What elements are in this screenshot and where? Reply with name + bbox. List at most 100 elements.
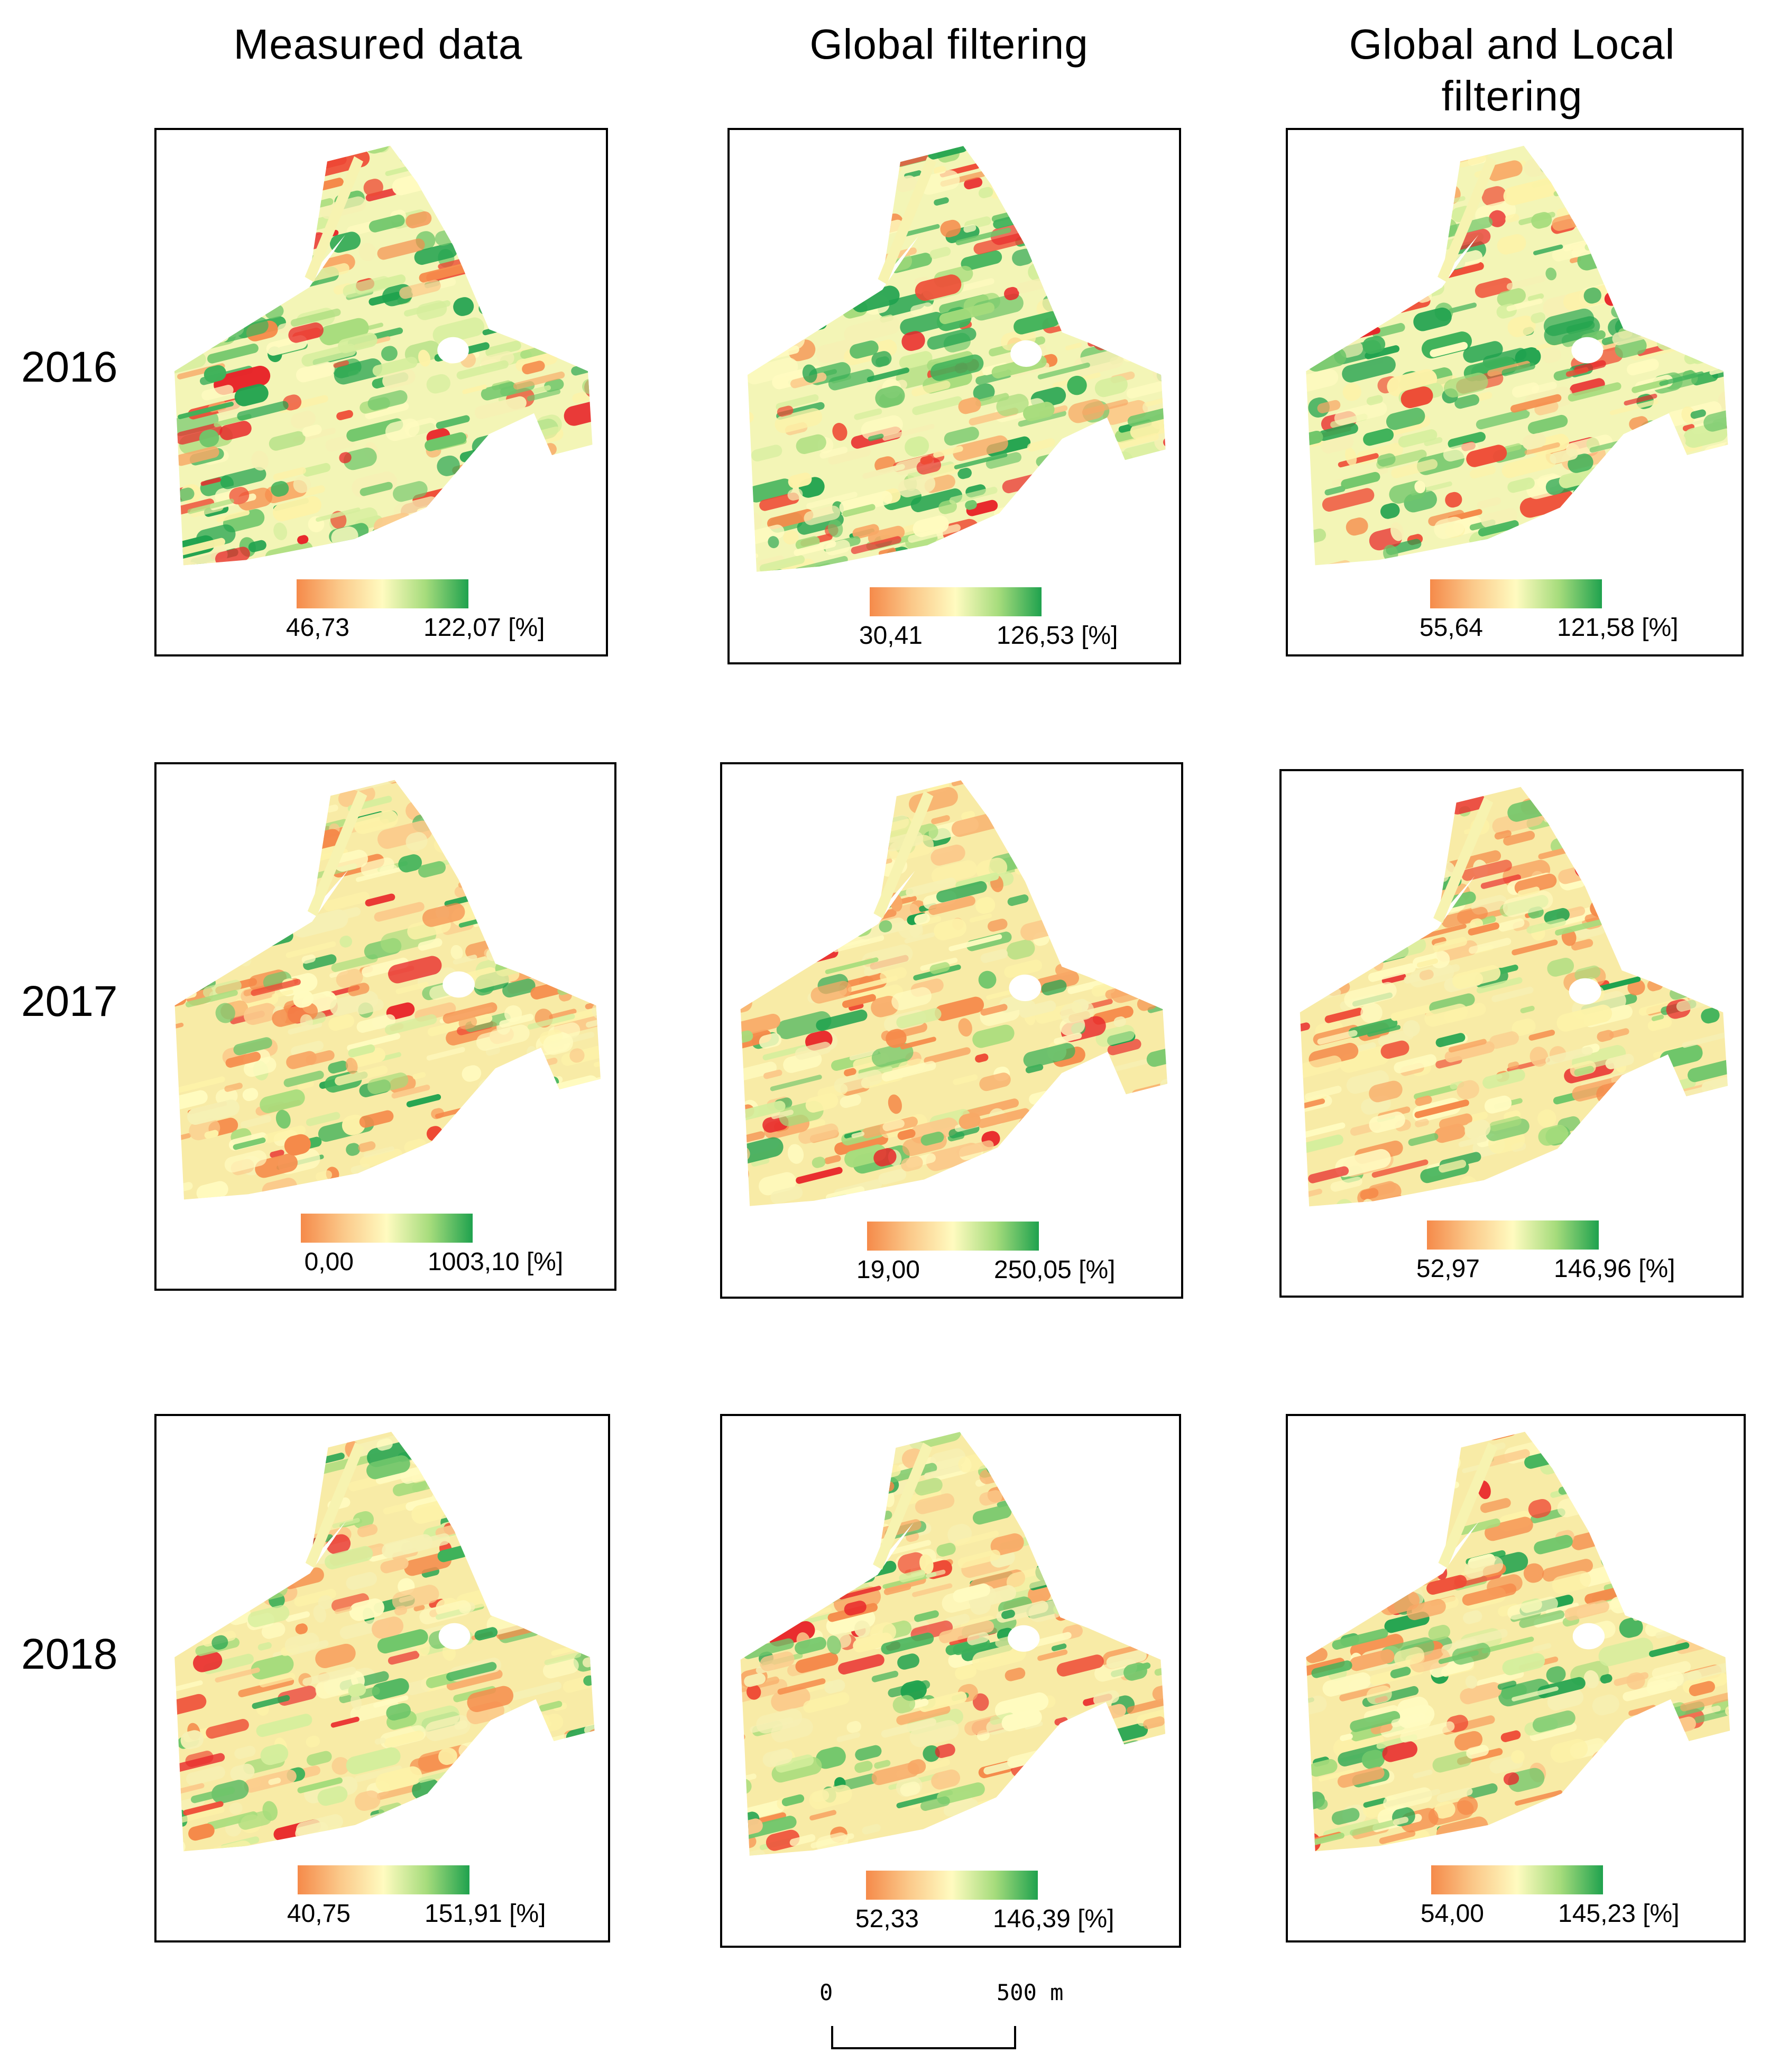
raster-cell: [174, 207, 206, 227]
raster-cell: [1155, 500, 1166, 523]
raster-cell: [561, 1124, 579, 1136]
raster-cell: [594, 821, 601, 839]
field-map: [1306, 145, 1728, 652]
raster-cell: [458, 875, 494, 888]
raster-cell: [1056, 1872, 1107, 1902]
raster-cell: [1147, 1218, 1171, 1232]
raster-cell: [346, 1143, 361, 1156]
raster-cell: [175, 885, 232, 904]
raster-cell: [1124, 1263, 1139, 1285]
raster-cell: [533, 1862, 584, 1889]
raster-cell: [936, 881, 987, 903]
raster-cell: [947, 1289, 961, 1297]
raster-cell: [1022, 1507, 1061, 1526]
raster-cell: [1012, 1808, 1030, 1817]
raster-cell: [493, 783, 529, 798]
raster-cell: [961, 250, 1002, 271]
raster-cell: [256, 564, 287, 566]
raster-cell: [1389, 904, 1418, 920]
raster-cell: [1543, 308, 1595, 336]
raster-cell: [255, 1530, 283, 1543]
raster-cell: [445, 155, 488, 175]
raster-cell: [1448, 432, 1486, 449]
raster-cell: [868, 433, 884, 441]
raster-cell: [1463, 341, 1503, 363]
raster-cell: [1365, 221, 1409, 244]
raster-cell: [769, 652, 806, 662]
raster-cell: [592, 540, 606, 567]
raster-cell: [1160, 1264, 1181, 1278]
raster-cell: [1301, 1134, 1343, 1153]
raster-cell: [768, 1607, 791, 1618]
raster-cell: [212, 643, 254, 654]
raster-cell: [1075, 1838, 1130, 1856]
raster-cell: [409, 130, 444, 144]
raster-cell: [1116, 1535, 1166, 1557]
raster-cell: [834, 1069, 883, 1093]
raster-cell: [1633, 915, 1673, 937]
raster-cell: [1587, 204, 1628, 224]
raster-cell: [561, 1580, 579, 1595]
raster-cell: [1173, 1718, 1179, 1742]
raster-cell: [809, 815, 851, 832]
raster-cell: [406, 1679, 432, 1696]
raster-cell: [376, 1438, 393, 1451]
raster-cell: [815, 884, 856, 907]
raster-cell: [731, 1268, 751, 1276]
raster-cell: [557, 178, 579, 189]
raster-cell: [1728, 882, 1742, 896]
raster-cell: [1162, 524, 1166, 544]
raster-cell: [436, 191, 465, 212]
raster-cell: [593, 1648, 595, 1666]
raster-cell: [1389, 1466, 1403, 1484]
raster-cell: [1308, 1235, 1361, 1254]
raster-cell: [1573, 1456, 1612, 1473]
raster-cell: [1656, 190, 1703, 209]
raster-cell: [1467, 1783, 1498, 1799]
raster-cell: [204, 1130, 219, 1139]
raster-cell: [1672, 1454, 1703, 1466]
raster-cell: [368, 214, 405, 233]
raster-cell: [1073, 836, 1098, 852]
raster-cell: [501, 1542, 515, 1554]
raster-cell: [846, 1720, 862, 1733]
raster-cell: [473, 581, 505, 605]
raster-cell: [1318, 1599, 1349, 1617]
raster-cell: [1485, 1516, 1533, 1541]
raster-cell: [1386, 1569, 1405, 1588]
raster-cell: [1151, 1794, 1166, 1809]
raster-cell: [1088, 337, 1104, 347]
raster-cell: [174, 832, 190, 853]
raster-cell: [762, 1255, 792, 1270]
raster-cell: [1731, 939, 1742, 958]
raster-cell: [1642, 1124, 1690, 1142]
raster-cell: [870, 764, 895, 771]
raster-cell: [1482, 1069, 1525, 1089]
raster-cell: [595, 1786, 608, 1813]
raster-cell: [1146, 270, 1166, 289]
raster-cell: [450, 1482, 499, 1504]
raster-cell: [1483, 626, 1534, 652]
raster-cell: [558, 248, 573, 267]
raster-cell: [1300, 887, 1303, 899]
raster-cell: [1623, 1680, 1678, 1701]
raster-cell: [1350, 1633, 1404, 1659]
raster-cell: [294, 1589, 336, 1607]
raster-cell: [725, 1227, 782, 1250]
raster-cell: [174, 1680, 203, 1694]
raster-cell: [1721, 237, 1728, 246]
raster-cell: [252, 1897, 280, 1913]
raster-cell: [991, 1798, 1038, 1815]
raster-cell: [464, 1806, 514, 1825]
raster-cell: [1087, 1141, 1117, 1155]
raster-cell: [1690, 145, 1726, 152]
raster-cell: [171, 1267, 219, 1284]
raster-cell: [1360, 271, 1390, 290]
raster-cell: [406, 549, 455, 566]
raster-cell: [1697, 1589, 1730, 1611]
raster-cell: [765, 202, 810, 221]
raster-cell: [1051, 1643, 1067, 1651]
raster-cell: [1381, 1879, 1421, 1898]
raster-cell: [934, 197, 949, 206]
raster-cell: [1713, 936, 1728, 956]
